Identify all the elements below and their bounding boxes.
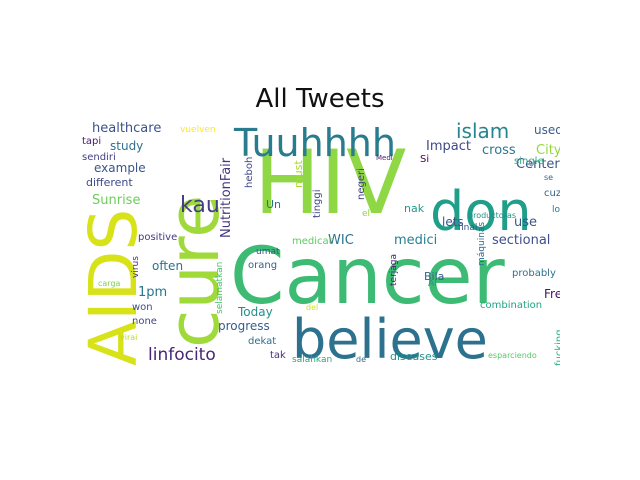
word-dekat: dekat: [248, 336, 276, 347]
word-si: Si: [420, 154, 429, 165]
word-hiv: HIV: [254, 131, 406, 234]
word-diseases: diseases: [390, 350, 438, 363]
word-los: los: [552, 205, 560, 215]
word-impact: Impact: [426, 139, 471, 154]
word-sectional: sectional: [492, 233, 550, 248]
word-terjaga: terjaga: [389, 254, 399, 286]
word-tinggi: tinggi: [312, 189, 323, 218]
word-won: won: [132, 302, 153, 313]
word-linfocito: linfocito: [148, 345, 216, 365]
word-don: don: [430, 180, 532, 243]
word-use: use: [514, 215, 537, 230]
word-tak: tak: [270, 350, 286, 361]
word-study: study: [110, 139, 143, 153]
word-vuelven: vuelven: [180, 125, 216, 135]
word-center: Center: [516, 157, 560, 172]
word-cuz: cuz: [544, 188, 560, 199]
word-virus: virus: [131, 256, 141, 278]
word-umat: umat: [256, 247, 280, 257]
word-orang: orang: [248, 260, 277, 271]
word-medici: medici: [394, 233, 437, 248]
word-must: must: [292, 160, 305, 188]
word-tuuhhhh: Tuuhhhh: [233, 121, 396, 165]
word-salahkan: salahkan: [292, 355, 332, 365]
word-productoras: productoras: [468, 211, 516, 220]
word-cancer: Cancer: [230, 232, 506, 322]
word-kau: kau: [180, 193, 220, 218]
word-medi: Medi: [376, 154, 393, 162]
word-healthcare: healthcare: [92, 121, 161, 136]
word-nak: nak: [404, 202, 425, 215]
word-used: used: [534, 123, 560, 137]
word-wic: WIC: [328, 233, 354, 248]
word-cure: cure: [153, 195, 235, 348]
word-negeri: negeri: [356, 168, 367, 200]
word-positive: positive: [138, 232, 177, 243]
page-title: All Tweets: [255, 84, 385, 114]
word-heboh: heboh: [244, 157, 255, 188]
word-example: example: [94, 161, 146, 175]
word-often: often: [152, 259, 183, 273]
word-bila: Bila: [424, 270, 444, 283]
word-believe: believe: [292, 308, 488, 368]
word-cross: cross: [482, 143, 516, 158]
word-city: City: [536, 143, 560, 158]
word-medicat: medicat: [292, 236, 333, 247]
word-combination: combination: [480, 300, 542, 311]
word-aids: AIDS: [80, 209, 152, 366]
word-1pm: 1pm: [138, 285, 167, 300]
word-free: Free: [544, 287, 560, 301]
word-single: single: [514, 156, 544, 167]
word-carga: carga: [98, 279, 121, 288]
word-un: Un: [266, 198, 281, 211]
word-probably: probably: [512, 268, 556, 279]
word-al: Al: [428, 279, 437, 289]
word-sunrise: Sunrise: [92, 193, 140, 208]
word-de: de: [356, 355, 366, 364]
word-sendiri: sendiri: [82, 152, 116, 163]
word-today: Today: [237, 305, 273, 319]
word-islam: islam: [456, 119, 509, 143]
word-lets: lets: [442, 215, 464, 229]
word-virai: virai: [120, 333, 137, 342]
word-m-quinas: máquinas: [477, 222, 487, 266]
word-el: el: [362, 209, 370, 219]
word-different: different: [86, 176, 133, 189]
word-cloud: HIV Cancer cure AIDS believe don Tuuhhhh islam k…: [80, 118, 560, 368]
word-se: se: [544, 173, 553, 182]
word-selamatkan: selamatkan: [215, 262, 225, 314]
word-none: none: [132, 316, 157, 327]
word-nutritionfair: NutritionFair: [219, 157, 234, 238]
word-esparciendo: esparciendo: [488, 351, 537, 360]
word-progress: progress: [218, 319, 270, 333]
word-del: del: [306, 303, 318, 312]
word-final: final: [458, 223, 477, 233]
word-fucking: fucking: [554, 329, 560, 366]
word-tapi: tapi: [82, 136, 101, 147]
